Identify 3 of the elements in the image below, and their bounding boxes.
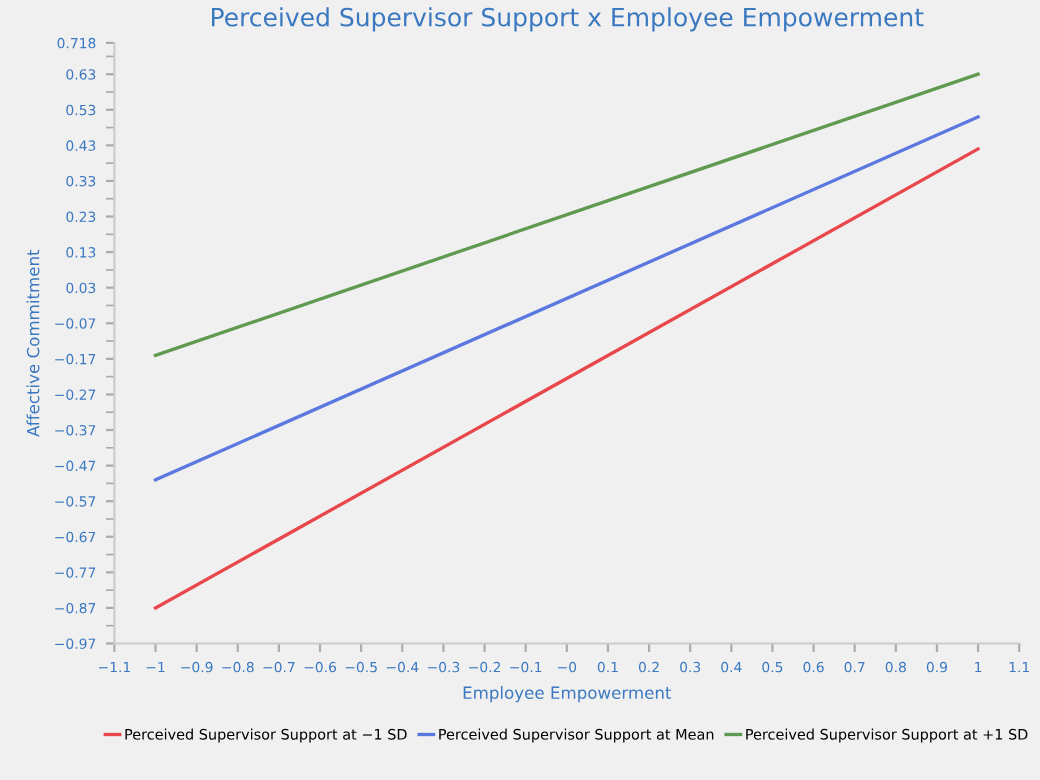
y-axis-title: Affective Commitment — [26, 249, 40, 437]
chart-title: Perceived Supervisor Support x Employee Empowerment — [211, 7, 924, 32]
x-axis-title: Employee Empowerment — [463, 686, 672, 703]
